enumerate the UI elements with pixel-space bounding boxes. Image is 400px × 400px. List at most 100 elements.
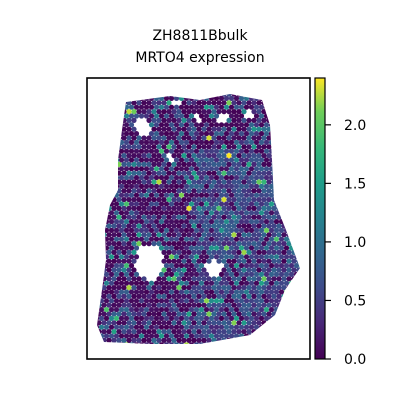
expression-spot xyxy=(151,117,157,123)
expression-spot xyxy=(276,232,282,238)
expression-spot xyxy=(261,153,267,159)
expression-spot xyxy=(138,342,145,344)
expression-spot xyxy=(201,232,207,238)
expression-spot xyxy=(178,245,185,251)
expression-spot xyxy=(123,289,130,295)
expression-spot xyxy=(243,227,250,233)
expression-spot xyxy=(253,324,260,330)
expression-spot xyxy=(131,337,137,343)
expression-spot xyxy=(176,188,182,194)
expression-spot xyxy=(248,210,255,216)
expression-spot xyxy=(156,188,162,194)
expression-spot xyxy=(186,267,192,273)
expression-spot xyxy=(206,241,212,247)
expression-spot xyxy=(103,324,110,330)
expression-spot xyxy=(161,126,167,132)
expression-spot xyxy=(166,293,172,299)
expression-spot xyxy=(241,249,247,255)
expression-spot xyxy=(223,219,230,225)
expression-spot xyxy=(208,201,215,207)
expression-spot xyxy=(243,166,250,172)
expression-spot xyxy=(123,157,130,163)
expression-spot xyxy=(196,109,202,115)
expression-spot xyxy=(126,135,132,141)
expression-spot xyxy=(228,236,235,242)
expression-spot xyxy=(181,276,187,282)
expression-spot xyxy=(118,280,125,286)
expression-spot xyxy=(136,320,142,326)
expression-spot xyxy=(211,135,217,141)
expression-spot xyxy=(266,135,272,141)
expression-spot xyxy=(111,285,117,291)
expression-spot xyxy=(166,223,172,229)
expression-spot xyxy=(156,205,162,211)
expression-spot xyxy=(203,148,210,154)
expression-spot xyxy=(236,276,242,282)
expression-spot xyxy=(261,214,267,220)
expression-spot xyxy=(173,227,180,233)
expression-spot xyxy=(228,157,235,163)
expression-spot xyxy=(236,223,242,229)
expression-spot xyxy=(133,139,140,145)
expression-spot xyxy=(118,201,125,207)
expression-spot xyxy=(163,201,170,207)
expression-spot xyxy=(178,289,185,295)
expression-spot xyxy=(136,293,142,299)
expression-spot xyxy=(206,249,212,255)
expression-spot xyxy=(168,333,175,339)
expression-spot xyxy=(171,135,177,141)
expression-spot xyxy=(198,254,205,260)
expression-spot xyxy=(231,241,237,247)
expression-spot xyxy=(171,285,177,291)
expression-spot xyxy=(201,302,207,308)
expression-spot xyxy=(271,293,277,299)
expression-spot xyxy=(231,179,237,185)
expression-spot xyxy=(221,100,227,106)
expression-spot xyxy=(193,271,200,277)
expression-spot xyxy=(128,333,135,339)
expression-spot xyxy=(286,267,292,273)
expression-spot xyxy=(256,320,262,326)
expression-spot xyxy=(113,324,120,330)
expression-spot xyxy=(171,179,177,185)
expression-spot xyxy=(196,223,202,229)
expression-spot xyxy=(258,280,265,286)
expression-spot xyxy=(251,117,257,123)
expression-spot xyxy=(251,188,257,194)
expression-spot xyxy=(153,192,160,198)
expression-spot xyxy=(256,170,262,176)
expression-spot xyxy=(181,293,187,299)
expression-spot xyxy=(106,320,112,326)
expression-spot xyxy=(168,148,175,154)
expression-spot xyxy=(206,117,212,123)
expression-spot xyxy=(248,122,255,128)
expression-spot xyxy=(253,192,260,198)
expression-spot xyxy=(116,320,122,326)
expression-spot xyxy=(186,329,192,335)
expression-spot xyxy=(223,183,230,189)
expression-spot xyxy=(136,205,142,211)
expression-spot xyxy=(133,113,140,119)
expression-spot xyxy=(233,166,240,172)
expression-spot xyxy=(156,302,162,308)
expression-spot xyxy=(198,333,205,339)
expression-spot xyxy=(163,219,170,225)
expression-spot xyxy=(196,161,202,167)
expression-spot xyxy=(213,175,220,181)
expression-spot xyxy=(243,263,250,269)
expression-spot xyxy=(236,267,242,273)
expression-spot xyxy=(161,320,167,326)
expression-spot xyxy=(236,302,242,308)
expression-spot xyxy=(253,122,260,128)
expression-spot xyxy=(218,175,225,181)
expression-spot xyxy=(256,100,262,106)
expression-spot xyxy=(121,267,127,273)
expression-spot xyxy=(201,311,207,317)
expression-spot xyxy=(133,157,140,163)
expression-spot xyxy=(153,210,160,216)
expression-spot xyxy=(178,139,185,145)
expression-spot xyxy=(171,249,177,255)
expression-spot xyxy=(151,126,157,132)
expression-spot xyxy=(143,315,150,321)
expression-spot xyxy=(121,126,127,132)
